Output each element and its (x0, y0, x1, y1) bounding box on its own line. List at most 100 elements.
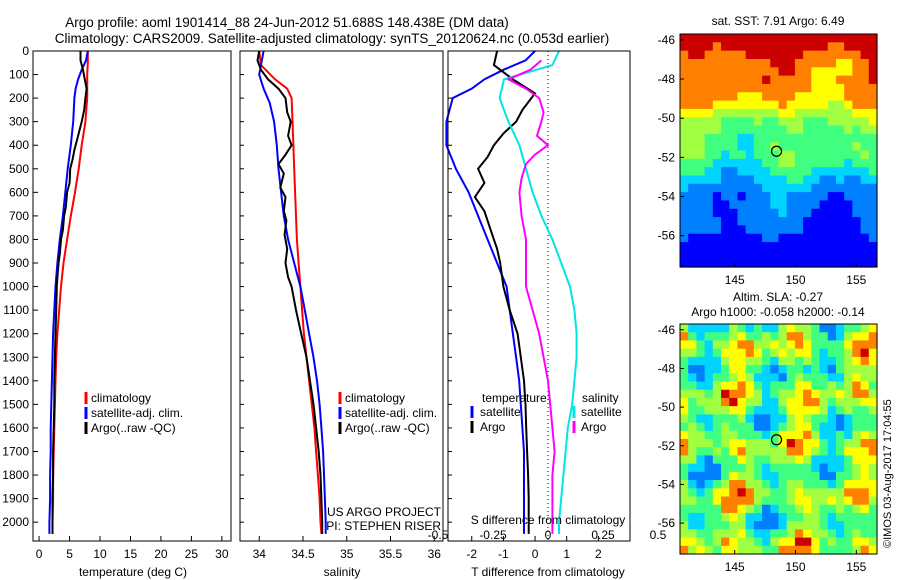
heatmap-cell (852, 332, 862, 342)
heatmap-cell (745, 356, 755, 366)
sst-map-frame (679, 33, 878, 268)
heatmap-cell (860, 447, 870, 457)
x-tick-label: 35.5 (379, 547, 403, 561)
heatmap-cell (835, 200, 845, 210)
heatmap-cell (778, 324, 788, 333)
heatmap-cell (721, 348, 730, 358)
heatmap-cell (696, 422, 706, 432)
heatmap-cell (819, 200, 829, 210)
heatmap-cell (729, 381, 739, 391)
heatmap-cell (762, 324, 771, 333)
heatmap-cell (794, 142, 804, 152)
x-tick-label: 20 (154, 547, 168, 561)
heatmap-cell (852, 117, 862, 127)
s-tick-label: 0.25 (591, 528, 615, 542)
heatmap-cell (770, 439, 780, 448)
heatmap-cell (721, 397, 730, 407)
heatmap-cell (745, 200, 755, 210)
heatmap-cell (868, 192, 878, 202)
x-tick-label: 145 (725, 273, 745, 287)
heatmap-cell (860, 200, 870, 210)
heatmap-cell (819, 34, 829, 43)
heatmap-cell (835, 100, 845, 110)
heatmap-cell (770, 397, 780, 407)
heatmap-cell (770, 529, 780, 539)
heatmap-cell (721, 125, 730, 135)
heatmap-cell (778, 167, 788, 177)
heatmap-cell (827, 208, 837, 218)
heatmap-cell (794, 92, 804, 102)
heatmap-cell (712, 422, 722, 432)
heatmap-cell (680, 348, 689, 358)
heatmap-cell (803, 356, 812, 366)
heatmap-cell (827, 422, 837, 432)
heatmap-cell (835, 373, 845, 383)
heatmap-cell (803, 58, 812, 68)
heatmap-cell (688, 471, 698, 481)
y-tick-label: -48 (658, 361, 676, 375)
heatmap-cell (860, 67, 870, 77)
heatmap-cell (704, 430, 714, 440)
heatmap-cell (852, 422, 862, 432)
heatmap-cell (803, 537, 812, 547)
heatmap-cell (811, 340, 821, 350)
heatmap-cell (835, 381, 845, 391)
heatmap-cell (762, 488, 771, 498)
heatmap-cell (852, 100, 862, 110)
heatmap-cell (786, 225, 796, 235)
heatmap-cell (827, 200, 837, 210)
heatmap-cell (729, 504, 739, 514)
heatmap-cell (827, 117, 837, 127)
heatmap-cell (844, 83, 853, 93)
x-tick-label: 25 (185, 547, 199, 561)
heatmap-cell (811, 133, 821, 143)
heatmap-cell (688, 381, 698, 391)
heatmap-cell (762, 529, 771, 539)
heatmap-cell (868, 250, 878, 260)
heatmap-cell (811, 34, 821, 43)
heatmap-cell (737, 471, 747, 481)
x-tick-label: 15 (124, 547, 138, 561)
heatmap-cell (753, 100, 763, 110)
heatmap-cell (770, 496, 780, 506)
heatmap-cell (770, 67, 780, 77)
heatmap-cell (819, 150, 829, 160)
heatmap-cell (794, 108, 804, 118)
heatmap-cell (868, 200, 878, 210)
heatmap-cell (803, 42, 812, 52)
heatmap-cell (803, 389, 812, 399)
heatmap-cell (844, 463, 853, 473)
heatmap-cell (794, 175, 804, 185)
heatmap-cell (696, 242, 706, 251)
heatmap-cell (745, 150, 755, 160)
heatmap-cell (680, 389, 689, 399)
heatmap-cell (811, 348, 821, 358)
heatmap-cell (688, 463, 698, 473)
heatmap-cell (827, 242, 837, 251)
heatmap-cell (737, 67, 747, 77)
heatmap-cell (762, 150, 771, 160)
heatmap-cell (745, 217, 755, 226)
heatmap-cell (704, 83, 714, 93)
heatmap-cell (778, 480, 788, 489)
heatmap-cell (868, 422, 878, 432)
heatmap-cell (737, 250, 747, 260)
heatmap-cell (868, 430, 878, 440)
heatmap-cell (803, 488, 812, 498)
heatmap-cell (753, 447, 763, 457)
heatmap-cell (712, 142, 722, 152)
heatmap-cell (721, 67, 730, 77)
heatmap-cell (753, 175, 763, 185)
heatmap-cell (762, 463, 771, 473)
legend-sal-satellite-label: satellite (581, 405, 622, 419)
heatmap-cell (868, 381, 878, 391)
heatmap-cell (729, 142, 739, 152)
heatmap-cell (745, 183, 755, 193)
heatmap-cell (811, 471, 821, 481)
heatmap-cell (745, 480, 755, 489)
heatmap-cell (827, 75, 837, 85)
heatmap-cell (860, 455, 870, 465)
heatmap-cell (786, 192, 796, 202)
heatmap-cell (844, 125, 853, 135)
heatmap-cell (704, 439, 714, 448)
